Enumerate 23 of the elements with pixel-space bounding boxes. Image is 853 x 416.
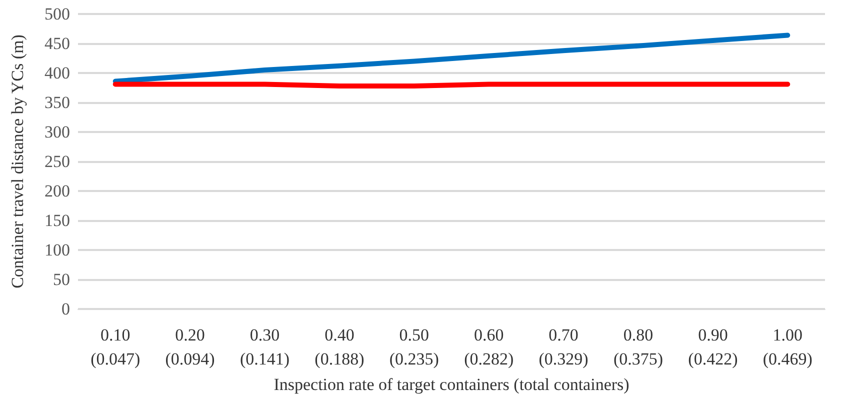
y-tick-label: 200 <box>44 182 70 200</box>
y-tick-label: 300 <box>44 122 70 142</box>
x-tick-label: 1.00 (0.469) <box>762 326 812 368</box>
y-axis-title: Container travel distance by YCs (m) <box>8 34 27 288</box>
y-tick-label: 150 <box>44 211 70 230</box>
x-tick-label: 0.30 (0.141) <box>240 326 290 368</box>
x-tick-label: 0.10 (0.047) <box>90 326 140 368</box>
x-tick-label: 0.90 (0.422) <box>688 326 738 368</box>
x-tick-label: 0.20 (0.094) <box>165 326 215 368</box>
y-tick-label: 450 <box>44 34 70 53</box>
y-tick-label: 0 <box>62 300 70 318</box>
x-tick-label: 0.70 (0.329) <box>538 326 588 368</box>
x-tick-label: 0.80 (0.375) <box>613 326 664 368</box>
y-tick-label: 100 <box>44 240 70 260</box>
y-tick-label: 350 <box>44 93 70 112</box>
y-tick-label: 50 <box>53 270 70 289</box>
y-tick-label: 250 <box>44 152 70 171</box>
y-tick-label: 400 <box>44 64 70 82</box>
y-tick-label: 500 <box>44 4 70 24</box>
x-tick-label: 0.40 (0.188) <box>314 326 364 368</box>
x-tick-label: 0.50 (0.235) <box>389 326 439 368</box>
x-tick-label: 0.60 (0.282) <box>464 326 514 368</box>
x-axis-title: Inspection rate of target containers (total containers) <box>274 374 630 394</box>
